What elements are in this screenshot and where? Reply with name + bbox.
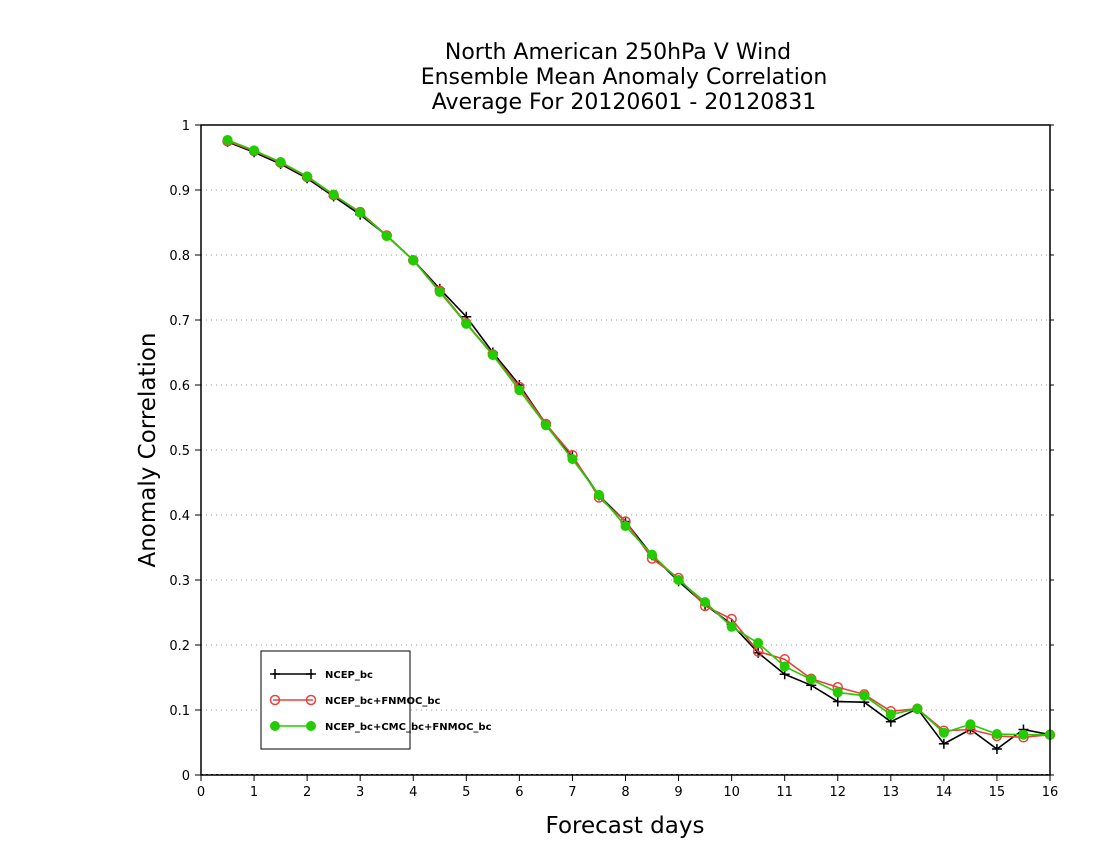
y-tick-label-8: 0.8 [169,249,190,264]
series-2-point-0 [222,134,233,145]
y-tick-label-3: 0.3 [169,574,190,589]
x-tick-label-8: 8 [621,785,629,800]
series-2-point-1 [249,145,260,156]
x-axis-label: Forecast days [546,813,705,839]
x-tick-label-2: 2 [303,785,311,800]
y-tick-label-5: 0.5 [169,444,190,459]
series-2-point-3 [302,171,313,182]
x-tick-label-16: 16 [1042,785,1059,800]
legend-marker-left-2 [270,721,280,731]
legend: NCEP_bc NCEP_bc+FNMOC_bc NCEP_bc+CMC_bc+FN… [260,650,492,750]
series-2-point-14 [593,489,604,500]
series-2-point-8 [434,287,445,298]
series-2-point-27 [938,727,949,738]
series-layer [222,134,1056,754]
series-2-point-10 [487,350,498,361]
y-tick-label-4: 0.4 [169,509,190,524]
series-2-point-25 [885,709,896,720]
series-2-point-16 [647,549,658,560]
x-tick-label-12: 12 [829,785,846,800]
x-tick-label-0: 0 [197,785,205,800]
chart-title-line-1: North American 250hPa V Wind [445,40,791,65]
y-tick-label-10: 1 [182,119,190,134]
series-2-point-30 [1018,729,1029,740]
x-tick-label-14: 14 [936,785,953,800]
series-2-point-19 [726,621,737,632]
legend-marker-left-1 [269,694,281,706]
series-2-point-13 [567,454,578,465]
x-tick-label-13: 13 [883,785,900,800]
series-2-point-17 [673,575,684,585]
y-axis-label: Anomaly Correlation [135,332,161,567]
x-tick-label-5: 5 [462,785,470,800]
x-tick-label-15: 15 [989,785,1006,800]
y-tick-label-9: 0.9 [169,184,190,199]
y-tick-label-7: 0.7 [169,314,190,329]
legend-label-2: NCEP_bc+CMC_bc+FNMOC_bc [325,722,492,733]
legend-item-2: NCEP_bc+CMC_bc+FNMOC_bc [270,721,492,733]
y-tick-label-2: 0.2 [169,639,190,654]
chart-title-line-2: Ensemble Mean Anomaly Correlation [421,65,828,90]
x-tick-label-3: 3 [356,785,364,800]
x-tick-label-4: 4 [409,785,417,800]
series-2-point-5 [355,207,366,218]
x-tick-label-7: 7 [568,785,576,800]
legend-label-1: NCEP_bc+FNMOC_bc [325,696,440,707]
legend-item-0: NCEP_bc [270,669,373,681]
series-2-point-2 [275,157,286,168]
series-2-point-29 [991,729,1002,740]
y-tick-label-1: 0.1 [169,704,190,719]
series-2-point-24 [859,690,870,701]
series-1-line [227,140,1051,739]
series-0-point-27 [938,738,949,749]
series-0-point-29 [991,744,1002,754]
series-0-point-23 [832,696,843,707]
series-2-point-11 [514,385,525,396]
legend-marker-left-0 [270,669,280,679]
series-2-point-4 [328,189,339,200]
series-2-point-9 [461,318,472,329]
chart-title: North American 250hPa V Wind Ensemble Me… [421,40,828,115]
series-2-point-18 [700,597,711,608]
series-2-point-15 [620,521,631,532]
series-2-point-7 [408,255,419,266]
series-2-point-21 [779,661,790,672]
y-tick-label-6: 0.6 [169,379,190,394]
series-2-point-20 [753,638,764,649]
series-2-point-23 [832,687,843,698]
axes: 00.10.20.30.40.50.60.70.80.910 1 2 3 4 5 6 7 8 9 1… [169,119,1058,800]
legend-label-0: NCEP_bc [325,670,373,681]
series-2-point-12 [540,420,551,431]
legend-marker-right-1 [305,694,317,706]
x-tick-label-10: 10 [723,785,740,800]
legend-marker-right-2 [306,721,316,731]
plot-frame [200,124,1051,776]
x-tick-label-11: 11 [776,785,793,800]
x-tick-label-1: 1 [250,785,258,800]
series-2-point-26 [912,703,923,714]
x-tick-label-9: 9 [674,785,682,800]
chart-title-line-3: Average For 20120601 - 20120831 [432,90,817,115]
x-tick-label-6: 6 [515,785,523,800]
legend-marker-right-0 [306,669,316,679]
series-2-point-22 [806,674,817,685]
y-tick-label-0: 0 [182,769,190,784]
series-2-point-28 [965,719,976,730]
series-2 [222,134,1055,740]
legend-item-1: NCEP_bc+FNMOC_bc [269,694,440,707]
series-2-point-6 [381,231,392,242]
